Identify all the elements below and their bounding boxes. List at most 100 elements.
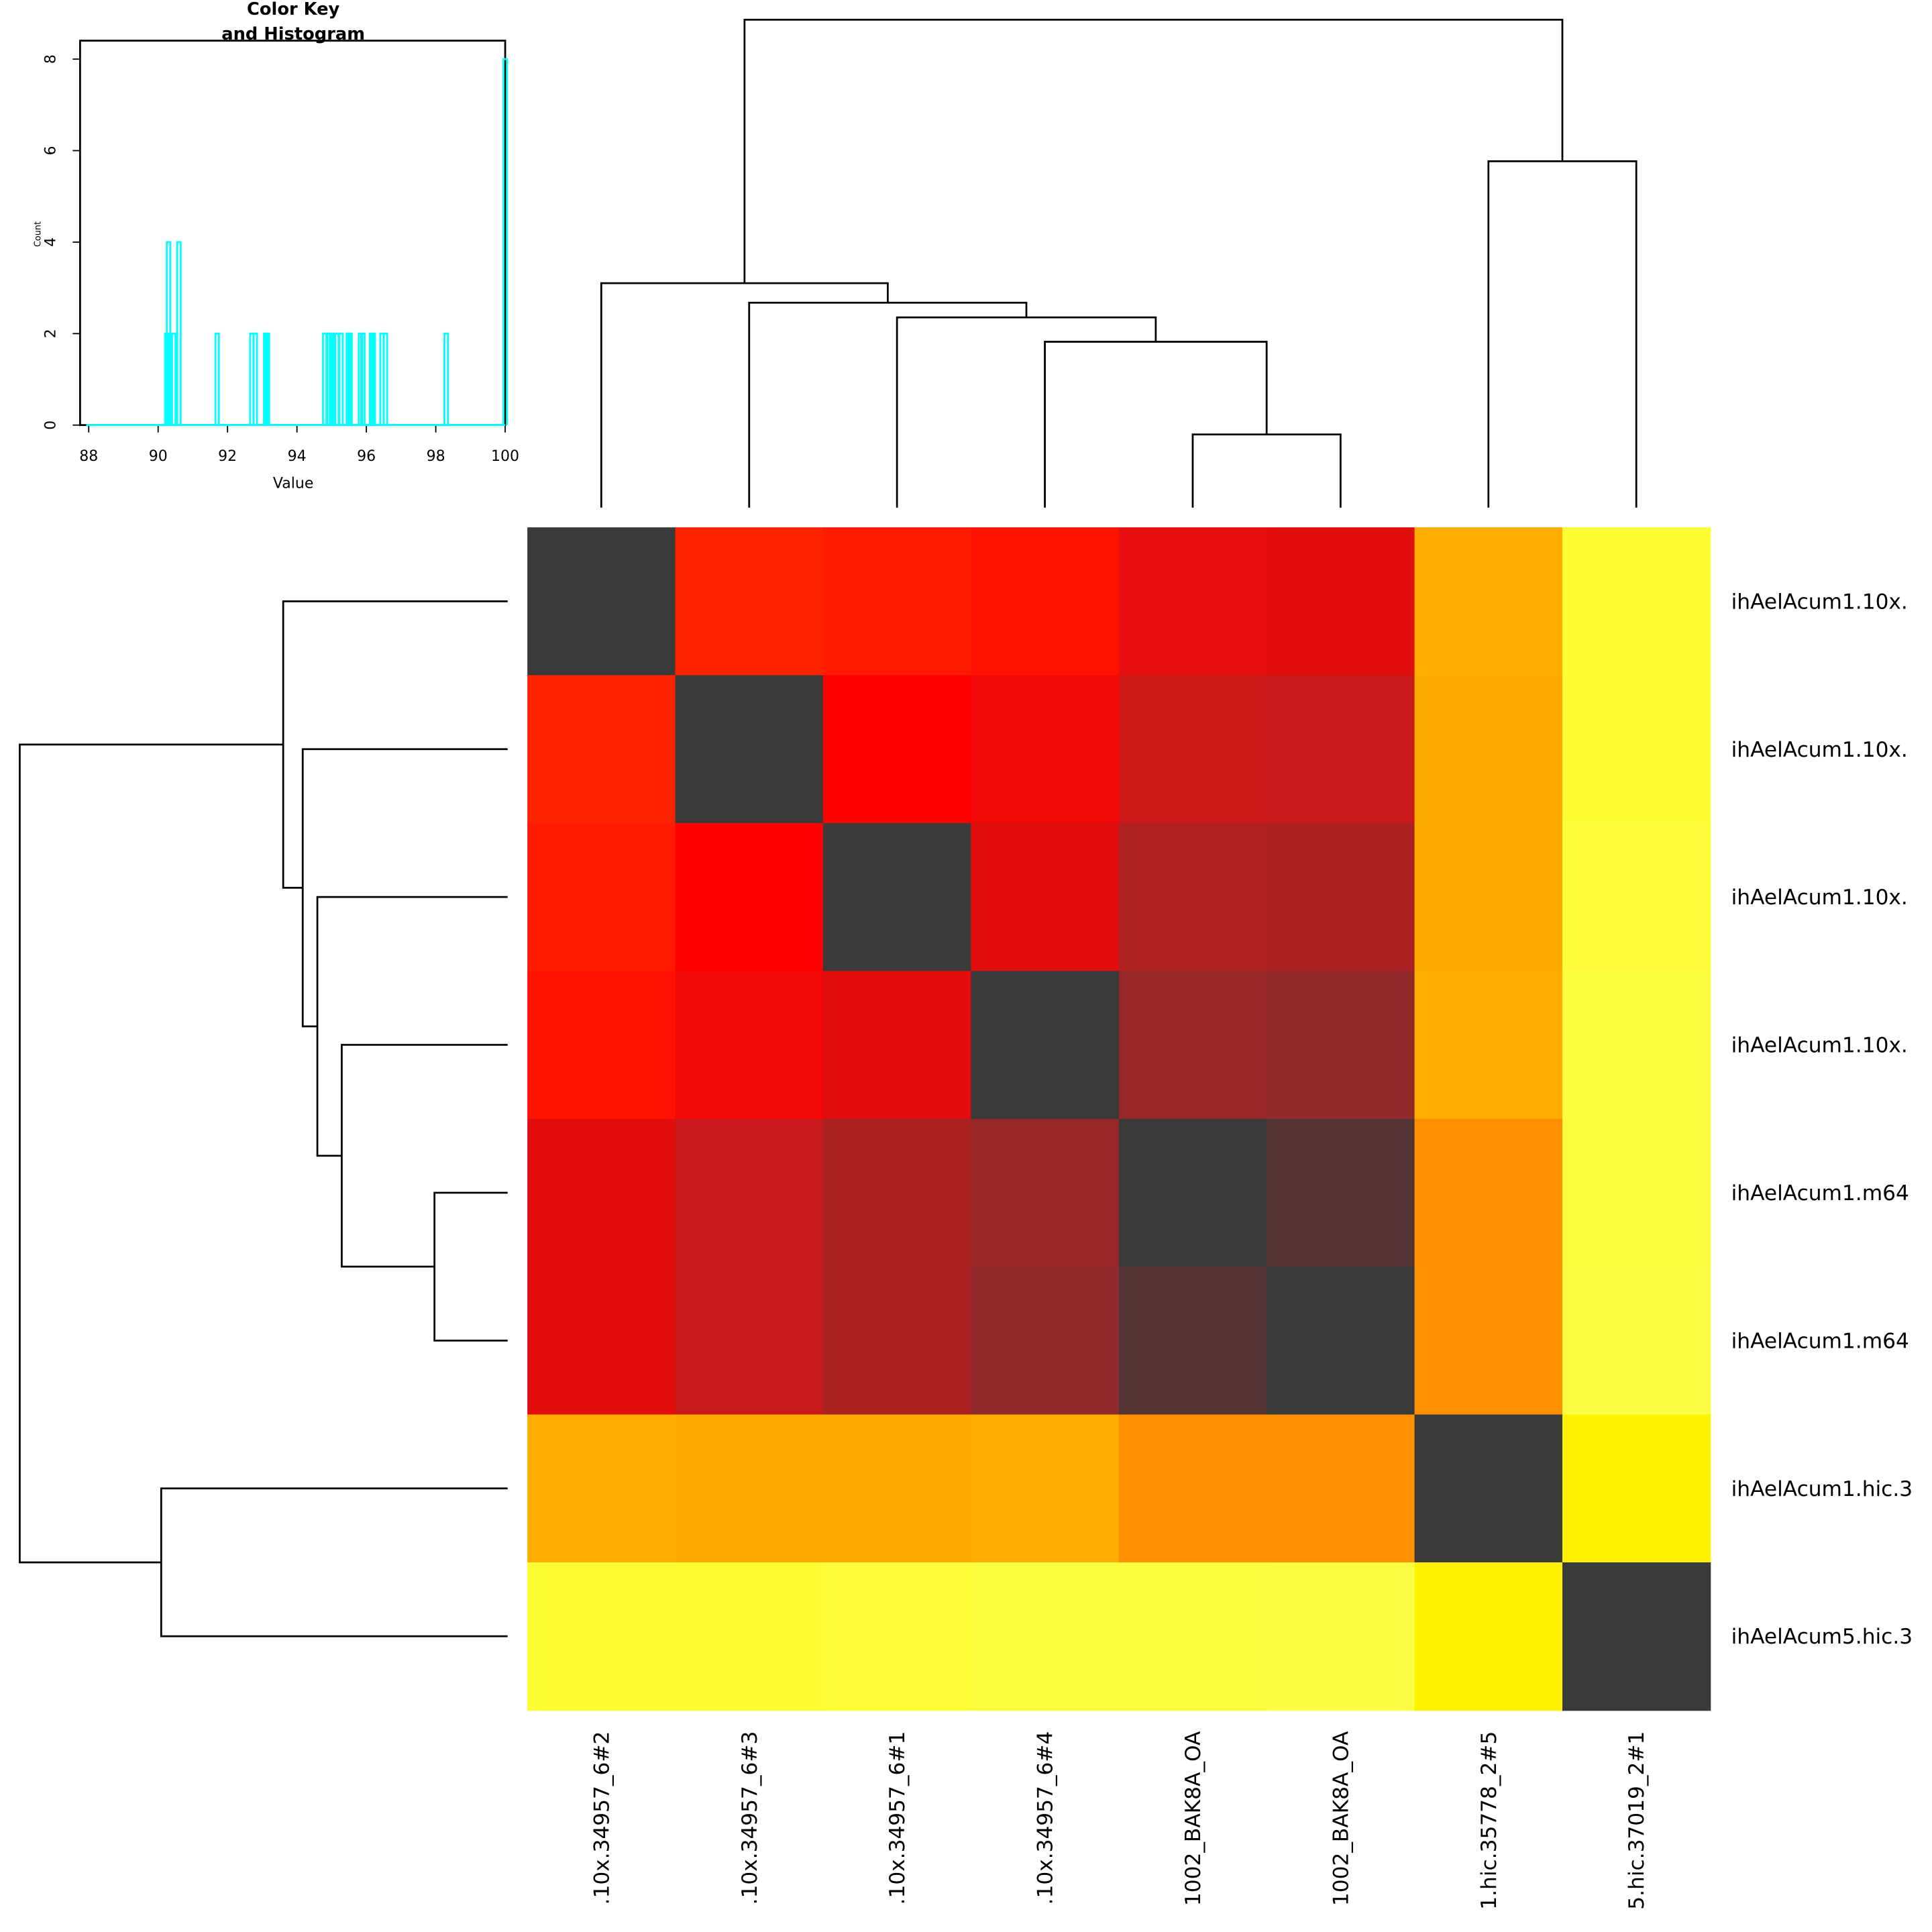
histogram-bar — [252, 332, 258, 425]
y-tick-label: 0 — [43, 421, 60, 430]
column-dendrogram-branch — [896, 316, 1157, 508]
histogram-bar — [176, 241, 182, 425]
heatmap-cell — [971, 675, 1120, 824]
y-tick-label: 4 — [43, 237, 60, 247]
histogram-bar — [214, 332, 220, 425]
heatmap-cell — [1562, 527, 1711, 676]
row-label: ihAelAcum1.10x. — [1731, 738, 1908, 762]
row-label: ihAelAcum1.10x. — [1731, 885, 1908, 910]
column-dendrogram-branch — [743, 19, 1564, 284]
x-tick-label: 96 — [357, 448, 376, 465]
heatmap-cell — [675, 1267, 824, 1415]
heatmap-cell — [527, 527, 676, 676]
heatmap-cell — [675, 1562, 824, 1711]
x-tick-label: 98 — [427, 448, 445, 465]
x-tick-label: 88 — [79, 448, 98, 465]
heatmap-cell — [1414, 1414, 1563, 1563]
heatmap-cell — [1267, 1414, 1415, 1563]
heatmap-cell — [1118, 675, 1268, 824]
heatmap-cell — [822, 822, 972, 972]
heatmap-cell — [822, 971, 972, 1120]
heatmap-cell — [1562, 1267, 1711, 1415]
col-label: .10x.34957_6#1 — [885, 1731, 910, 1905]
heatmap-cell — [1562, 1414, 1711, 1563]
histogram-bar — [338, 332, 344, 425]
histogram-bar — [264, 332, 270, 425]
heatmap-cell — [527, 1562, 676, 1711]
histogram-frame — [79, 40, 506, 427]
column-dendrogram-branch — [1044, 341, 1268, 508]
col-label: 1002_BAK8A_OA — [1181, 1731, 1205, 1906]
heatmap-cell — [822, 1267, 972, 1415]
heatmap-cell — [1562, 971, 1711, 1120]
dendrograms — [19, 19, 1638, 1638]
row-dendrogram-branch — [433, 1191, 508, 1342]
heatmap-cell — [1267, 1562, 1415, 1711]
heatmap-cell — [1414, 1267, 1563, 1415]
heatmap-cell — [1562, 1118, 1711, 1268]
row-label: ihAelAcum1.hic.3 — [1731, 1477, 1913, 1501]
histogram-bar — [370, 332, 376, 425]
heatmap-cell — [527, 1267, 676, 1415]
row-dendrogram-branch — [19, 743, 284, 1564]
heatmap-cell — [971, 1267, 1120, 1415]
y-tick-label: 8 — [43, 54, 60, 64]
heatmap-cell — [1414, 971, 1563, 1120]
heatmap-cell — [822, 527, 972, 676]
heatmap-cell — [1562, 675, 1711, 824]
histogram-bar — [382, 332, 388, 425]
heatmap-cell — [1414, 527, 1563, 676]
row-label: ihAelAcum1.10x. — [1731, 1034, 1908, 1058]
heatmap-cell — [971, 1118, 1120, 1268]
row-label: ihAelAcum5.hic.3 — [1731, 1625, 1913, 1649]
heatmap-cell — [1562, 822, 1711, 972]
row-dendrogram-branch — [301, 748, 508, 1028]
histogram-xlabel: Value — [273, 475, 314, 492]
heatmap-cell — [675, 1414, 824, 1563]
heatmap-cell — [1118, 1267, 1268, 1415]
heatmap-cell — [675, 675, 824, 824]
heatmap-cell — [1118, 971, 1268, 1120]
heatmap-cell — [971, 971, 1120, 1120]
column-dendrogram-branch — [1191, 433, 1342, 508]
histogram-bar — [322, 332, 327, 425]
heatmap-cell — [1414, 1118, 1563, 1268]
heatmap-cell — [1267, 675, 1415, 824]
histogram-bar — [347, 332, 353, 425]
heatmap-cell — [1118, 1118, 1268, 1268]
col-label: .10x.34957_6#4 — [1034, 1731, 1058, 1905]
heatmap-cell — [1118, 1414, 1268, 1563]
x-tick-label: 92 — [218, 448, 237, 465]
x-tick-label: 94 — [288, 448, 307, 465]
histogram-bar — [443, 332, 449, 425]
heatmap-cell — [675, 1118, 824, 1268]
histogram-bar — [334, 332, 340, 425]
x-tick-label: 100 — [491, 448, 519, 465]
histogram-bar — [166, 241, 172, 425]
heatmap-cell — [1267, 1118, 1415, 1268]
heatmap-cell — [527, 1118, 676, 1268]
heatmap-cell — [675, 822, 824, 972]
col-label: .10x.34957_6#3 — [738, 1731, 762, 1905]
col-label: 1002_BAK8A_OA — [1329, 1731, 1353, 1906]
heatmap-cell — [1118, 822, 1268, 972]
heatmap-cell — [675, 971, 824, 1120]
heatmap-cell — [1267, 822, 1415, 972]
histogram-bar — [171, 332, 176, 425]
y-tick-label: 6 — [43, 146, 60, 156]
heatmap-cell — [1414, 1562, 1563, 1711]
row-dendrogram-branch — [282, 600, 508, 889]
heatmap-cell — [1562, 1562, 1711, 1711]
row-label: ihAelAcum1.m64 — [1731, 1181, 1909, 1205]
heatmap-cell — [1118, 1562, 1268, 1711]
row-dendrogram-branch — [160, 1487, 508, 1638]
row-label: ihAelAcum1.10x. — [1731, 590, 1908, 614]
heatmap-cell — [527, 971, 676, 1120]
heatmap-cell — [527, 822, 676, 972]
col-label: 5.hic.37019_2#1 — [1625, 1731, 1649, 1910]
histogram-title-line1: Color Key — [247, 0, 340, 19]
heatmap-cell — [1414, 675, 1563, 824]
column-dendrogram-branch — [1487, 160, 1638, 508]
heatmap-cell — [1267, 971, 1415, 1120]
row-label: ihAelAcum1.m64 — [1731, 1329, 1909, 1353]
